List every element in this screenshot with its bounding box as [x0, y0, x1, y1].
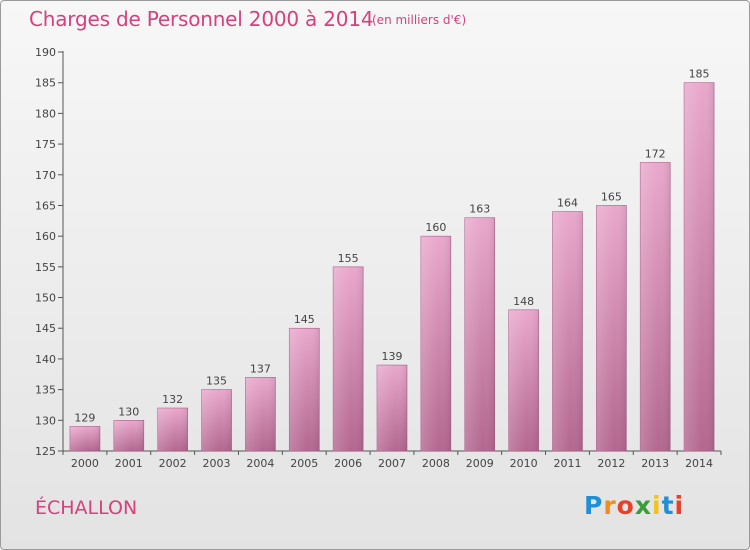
data-label: 135 [206, 375, 227, 388]
x-tick-label: 2013 [641, 457, 669, 470]
bar-shade [552, 211, 583, 451]
logo-letter: i [652, 491, 662, 520]
x-tick-label: 2003 [203, 457, 231, 470]
data-label: 129 [74, 411, 95, 424]
commune-name: ÉCHALLON [35, 497, 138, 519]
y-tick-label: 135 [35, 384, 56, 397]
logo-letter: o [616, 491, 635, 520]
data-label: 185 [689, 68, 710, 81]
x-tick-label: 2001 [115, 457, 143, 470]
logo-letter: i [674, 491, 685, 520]
x-tick-label: 2012 [597, 457, 625, 470]
bar-shade [333, 266, 364, 451]
proxiti-logo: Proxiti [584, 491, 684, 520]
bar-shade [113, 420, 144, 451]
data-label: 130 [118, 405, 139, 418]
y-tick-label: 125 [35, 445, 56, 458]
data-label: 145 [294, 313, 315, 326]
bar-shade [377, 365, 407, 451]
data-label: 137 [250, 362, 271, 375]
x-tick-label: 2002 [159, 457, 187, 470]
x-tick-label: 2014 [685, 457, 713, 470]
data-label: 148 [513, 295, 534, 308]
x-tick-label: 2006 [334, 457, 362, 470]
data-label: 160 [425, 221, 446, 234]
x-tick-label: 2009 [466, 457, 494, 470]
y-tick-label: 155 [35, 261, 56, 274]
data-label: 165 [601, 190, 622, 203]
y-tick-label: 165 [35, 199, 56, 212]
data-label: 164 [557, 197, 578, 210]
x-tick-label: 2004 [246, 457, 274, 470]
x-tick-label: 2005 [290, 457, 318, 470]
data-label: 163 [469, 203, 490, 216]
chart-title: Charges de Personnel 2000 à 2014 [29, 7, 374, 31]
bar-shade [508, 309, 539, 451]
y-tick-label: 145 [35, 322, 56, 335]
x-tick-label: 2007 [378, 457, 406, 470]
bar-shade [420, 236, 451, 451]
y-tick-label: 180 [35, 107, 56, 120]
y-tick-label: 170 [35, 169, 56, 182]
bar-shade [640, 162, 671, 451]
bar-shade [464, 217, 495, 451]
x-tick-label: 2010 [510, 457, 538, 470]
bar-shade [157, 408, 188, 451]
logo-letter: t [661, 491, 675, 520]
data-labels: 129 130 132 135 137 145 155 139 160 163 148 164 165 1… [74, 68, 709, 425]
bar-shade [684, 82, 715, 451]
logo-letter: r [603, 491, 617, 520]
data-label: 132 [162, 393, 183, 406]
y-tick-label: 140 [35, 353, 56, 366]
data-label: 139 [382, 350, 403, 363]
x-tick-label: 2008 [422, 457, 450, 470]
bars [69, 82, 715, 452]
x-tick-label: 2000 [71, 457, 99, 470]
bar-shade [69, 426, 100, 451]
y-tick-label: 185 [35, 77, 56, 90]
data-label: 155 [338, 252, 359, 265]
x-tick-label: 2011 [553, 457, 581, 470]
data-label: 172 [645, 147, 666, 160]
y-tick-label: 150 [35, 292, 56, 305]
y-tick-label: 175 [35, 138, 56, 151]
bar-shade [201, 389, 232, 451]
bar-shade [596, 205, 627, 451]
logo-letter: x [634, 491, 652, 520]
logo-letter: P [584, 491, 604, 520]
bar-shade [289, 328, 320, 451]
y-tick-label: 130 [35, 414, 56, 427]
chart-subtitle: (en milliers d'€) [372, 13, 467, 27]
bar-shade [245, 377, 276, 451]
y-tick-label: 160 [35, 230, 56, 243]
axes: 1251301351401451501551601651701751801851… [35, 46, 722, 470]
y-tick-label: 190 [35, 46, 56, 59]
